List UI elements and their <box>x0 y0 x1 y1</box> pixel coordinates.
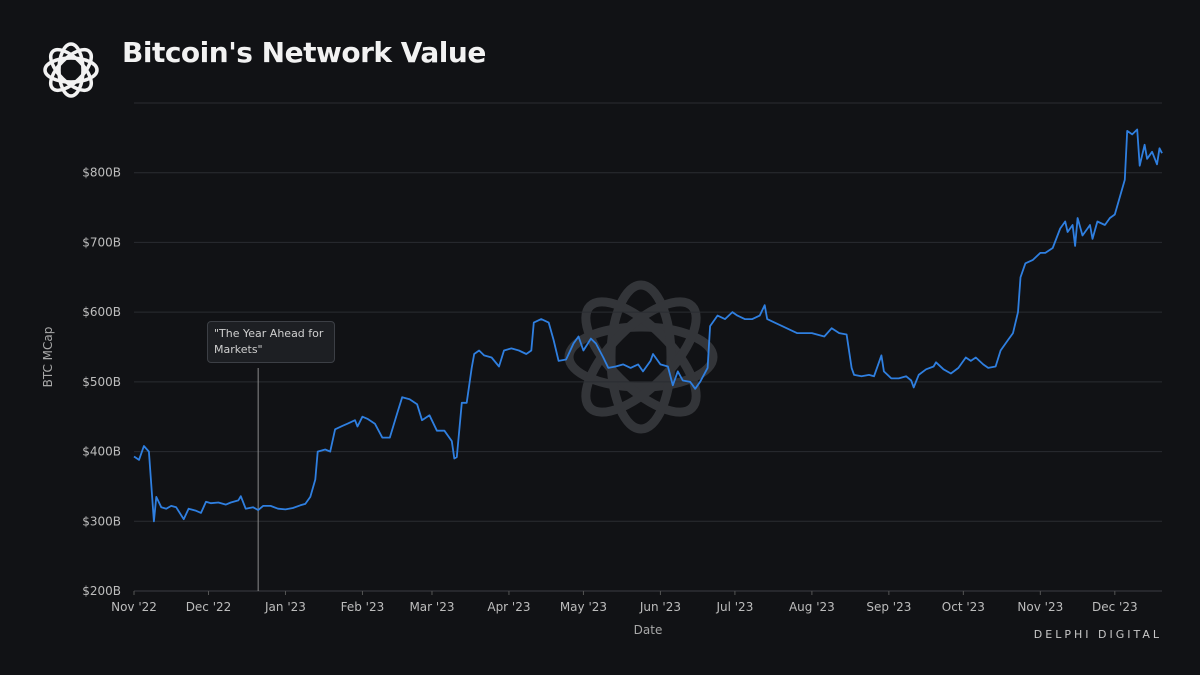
x-tick-label: Jun '23 <box>639 600 681 614</box>
x-tick-label: Apr '23 <box>487 600 530 614</box>
y-axis-label: BTC MCap <box>41 327 55 388</box>
y-tick-label: $600B <box>82 305 121 319</box>
delphi-digital-wordmark: DELPHI DIGITAL <box>1033 628 1162 641</box>
x-tick-label: Dec '23 <box>1092 600 1138 614</box>
x-tick-label: Mar '23 <box>409 600 454 614</box>
y-tick-label: $400B <box>82 445 121 459</box>
y-tick-label: $300B <box>82 514 121 528</box>
page-title: Bitcoin's Network Value <box>122 36 486 69</box>
x-tick-label: Feb '23 <box>341 600 385 614</box>
x-tick-label: Sep '23 <box>866 600 911 614</box>
x-tick-label: Jan '23 <box>264 600 306 614</box>
y-tick-label: $700B <box>82 235 121 249</box>
annotation-label: "The Year Ahead for Markets" <box>207 321 335 363</box>
btc-mcap-line <box>133 128 1163 523</box>
x-tick-label: May '23 <box>560 600 607 614</box>
braided-ring-logo <box>43 42 99 98</box>
y-tick-label: $800B <box>82 166 121 180</box>
x-tick-label: Nov '23 <box>1017 600 1063 614</box>
x-tick-label: Nov '22 <box>111 600 157 614</box>
x-tick-label: Oct '23 <box>942 600 985 614</box>
braided-ring-watermark-icon <box>564 280 718 434</box>
x-axis-label: Date <box>634 623 663 637</box>
y-tick-label: $200B <box>82 584 121 598</box>
y-tick-label: $500B <box>82 375 121 389</box>
x-tick-label: Dec '22 <box>186 600 232 614</box>
x-tick-label: Jul '23 <box>715 600 753 614</box>
x-tick-label: Aug '23 <box>789 600 835 614</box>
